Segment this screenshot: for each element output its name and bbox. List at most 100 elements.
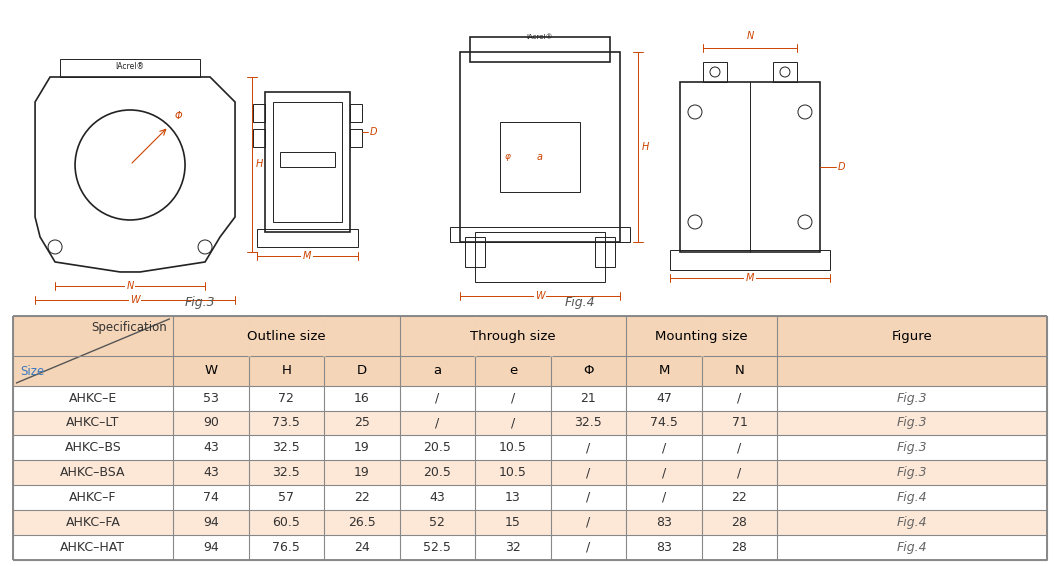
Bar [13,386,1047,410]
Text: 74: 74 [202,491,218,504]
Text: 21: 21 [581,392,597,405]
Text: 10.5: 10.5 [499,466,527,479]
Bar [257,229,358,247]
Text: /: / [738,466,742,479]
Text: 16: 16 [354,392,370,405]
Text: H: H [281,365,292,378]
Bar [350,129,363,147]
Text: 32.5: 32.5 [575,417,602,430]
Bar [60,59,200,77]
Text: φ: φ [505,152,511,161]
Text: AHKC–BSA: AHKC–BSA [60,466,126,479]
Text: 32.5: 32.5 [272,441,300,454]
Text: /: / [661,441,666,454]
Text: AHKC–F: AHKC–F [69,491,117,504]
Text: 94: 94 [202,541,218,554]
Text: /: / [586,441,590,454]
Bar [265,92,350,232]
Bar [173,356,1047,386]
Text: AHKC–LT: AHKC–LT [66,417,120,430]
Text: /: / [738,392,742,405]
Text: N: N [746,31,754,41]
Text: D: D [838,162,846,172]
Text: Fig.4: Fig.4 [897,541,928,554]
Text: W: W [205,365,217,378]
Text: 10.5: 10.5 [499,441,527,454]
Text: Specification: Specification [91,321,166,335]
Text: Φ: Φ [174,111,182,121]
Text: 28: 28 [731,541,747,554]
Text: /: / [511,392,515,405]
Text: ⅠAcrel®: ⅠAcrel® [116,62,144,71]
Text: 74.5: 74.5 [650,417,678,430]
Text: 83: 83 [656,516,672,529]
Text: Fig.3: Fig.3 [897,466,928,479]
Bar [670,250,830,270]
Bar [13,535,1047,560]
Text: ⅠAcrel®: ⅠAcrel® [527,34,553,40]
Text: 28: 28 [731,516,747,529]
Bar [13,316,1047,356]
Bar [13,316,173,386]
Text: Outline size: Outline size [247,329,325,342]
Text: /: / [586,466,590,479]
Text: /: / [436,392,440,405]
Text: a: a [537,152,543,162]
Text: N: N [735,365,744,378]
Text: 72: 72 [279,392,295,405]
Text: M: M [303,251,312,261]
Text: 57: 57 [279,491,295,504]
Text: W: W [535,291,545,301]
Bar [13,485,1047,510]
Bar [13,435,1047,460]
Text: 83: 83 [656,541,672,554]
Text: 20.5: 20.5 [423,466,452,479]
Bar [475,232,605,282]
Text: 20.5: 20.5 [423,441,452,454]
Text: M: M [658,365,670,378]
Text: Figure: Figure [891,329,933,342]
Text: D: D [357,365,367,378]
Text: Fig.4: Fig.4 [565,296,596,309]
Bar [679,82,820,252]
Text: 24: 24 [354,541,370,554]
Text: /: / [738,441,742,454]
Text: Fig.3: Fig.3 [184,296,215,309]
Text: 52: 52 [429,516,445,529]
Bar [13,410,1047,435]
Text: H: H [257,160,263,169]
Bar [350,104,363,122]
Text: Fig.4: Fig.4 [897,516,928,529]
Text: AHKC–FA: AHKC–FA [66,516,121,529]
Text: 60.5: 60.5 [272,516,300,529]
Text: AHKC–E: AHKC–E [69,392,117,405]
Text: M: M [746,273,754,283]
Text: 52.5: 52.5 [423,541,452,554]
Text: 43: 43 [429,491,445,504]
Text: e: e [509,365,517,378]
Text: 22: 22 [354,491,370,504]
Text: AHKC–BS: AHKC–BS [65,441,121,454]
Bar [253,104,265,122]
Text: D: D [370,127,377,137]
Text: AHKC–HAT: AHKC–HAT [60,541,125,554]
Text: 19: 19 [354,466,370,479]
Text: Through size: Through size [471,329,555,342]
Text: 32.5: 32.5 [272,466,300,479]
Text: H: H [642,142,650,152]
Text: 90: 90 [202,417,218,430]
Text: 32: 32 [505,541,520,554]
Bar [13,460,1047,485]
Text: /: / [436,417,440,430]
Bar [595,237,615,267]
Text: /: / [586,491,590,504]
Bar [703,62,727,82]
Text: 47: 47 [656,392,672,405]
Text: Size: Size [20,365,45,378]
Text: N: N [126,281,134,291]
Text: /: / [511,417,515,430]
Text: /: / [586,516,590,529]
Text: Fig.4: Fig.4 [897,491,928,504]
Text: /: / [661,491,666,504]
Bar [500,122,580,192]
